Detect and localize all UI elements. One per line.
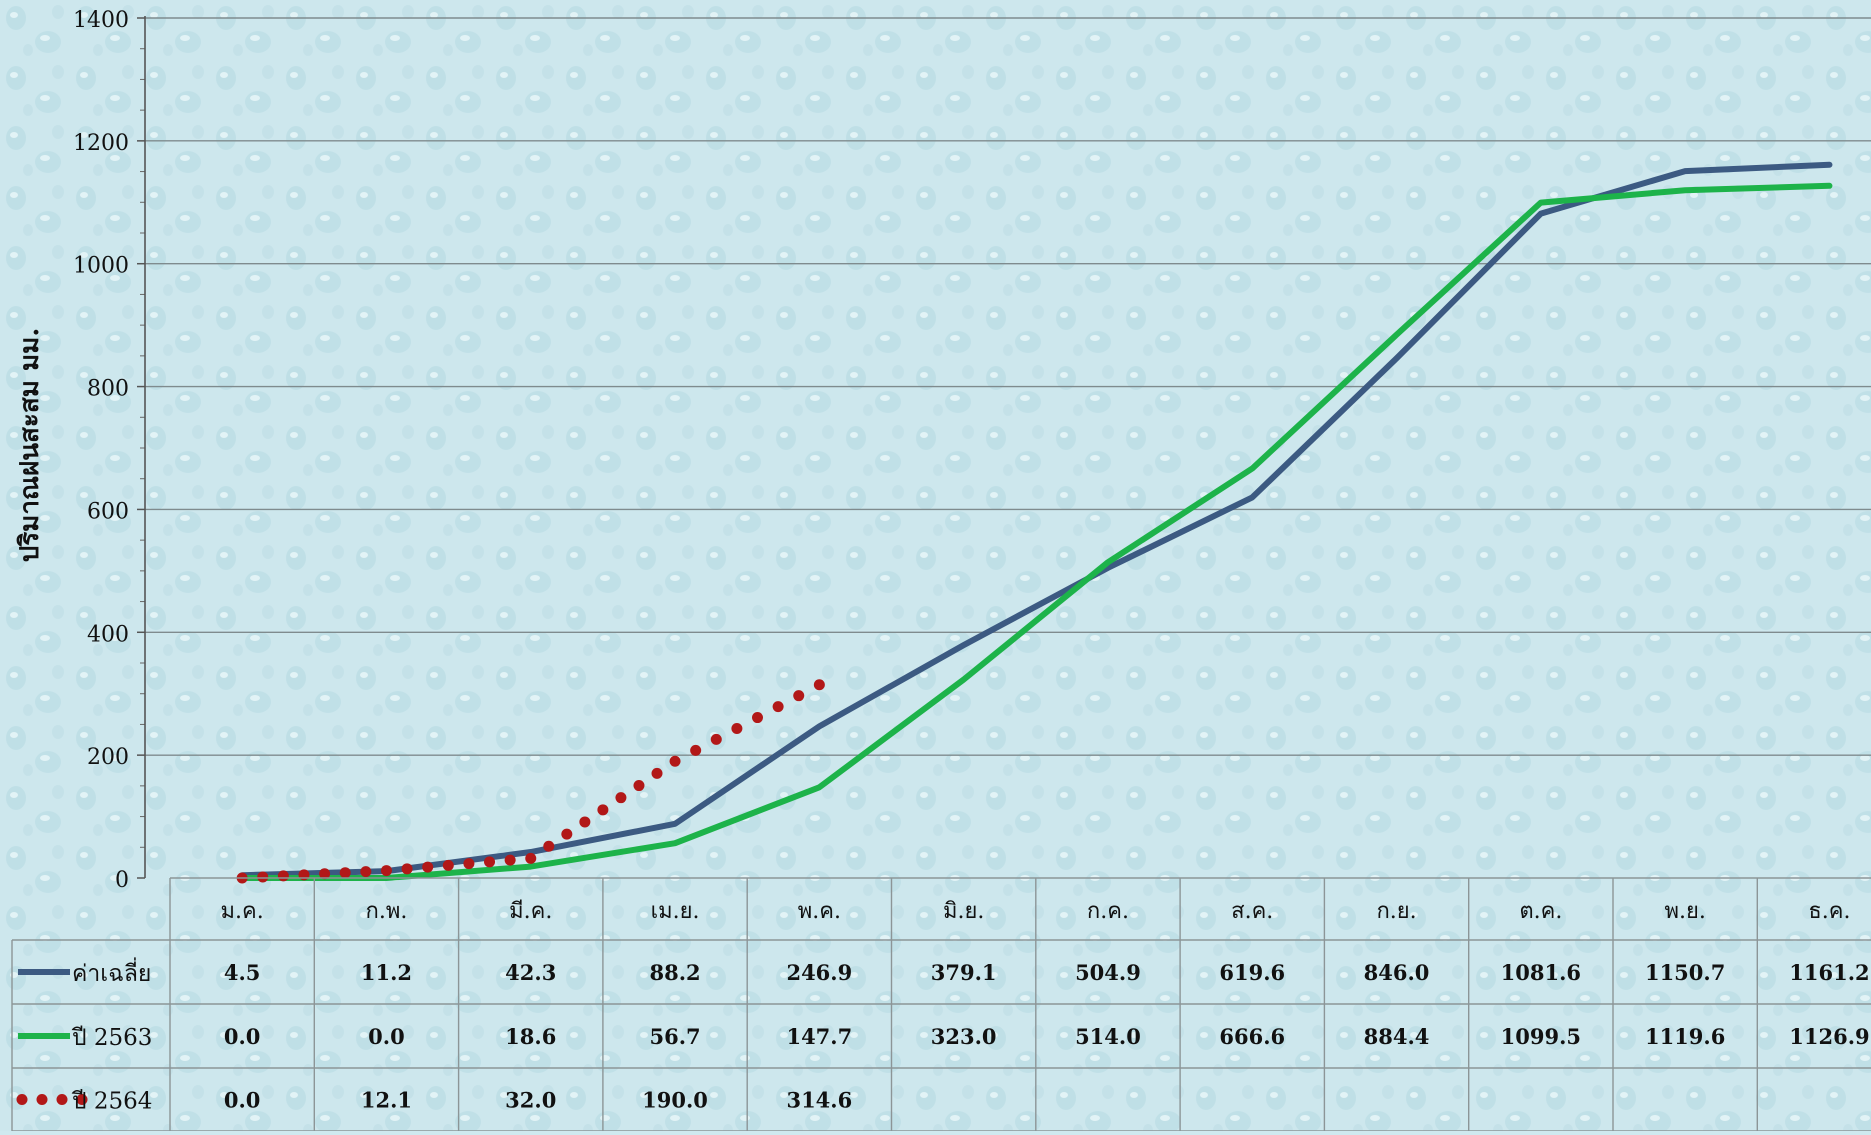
series-point (651, 767, 663, 779)
data-label: 514.0 (1075, 1024, 1141, 1049)
series-point (579, 816, 591, 828)
series-point (710, 733, 722, 745)
series-point (597, 804, 609, 816)
data-label: 147.7 (786, 1024, 852, 1049)
category-label: พ.ค. (798, 899, 841, 924)
category-label: ก.ค. (1087, 899, 1129, 924)
data-label: 619.6 (1219, 960, 1285, 985)
y-axis: 0 200 400 600 800 1000 1200 1400 (73, 8, 146, 893)
legend-key-dot (76, 1094, 88, 1105)
series-point (813, 679, 825, 691)
series-point (504, 854, 516, 866)
data-label: 4.5 (224, 960, 261, 985)
data-label: 32.0 (505, 1088, 556, 1113)
series-point (731, 722, 743, 734)
data-label: 666.6 (1219, 1024, 1285, 1049)
series-point (422, 861, 434, 873)
series-point (690, 744, 702, 756)
series-point (615, 792, 627, 804)
series-point (561, 828, 573, 840)
series-point (401, 863, 413, 875)
series-point (463, 858, 475, 870)
series-point (633, 780, 645, 792)
y-tick-label: 0 (115, 868, 129, 893)
category-label: ก.ย. (1376, 899, 1416, 924)
category-label: ธ.ค. (1808, 899, 1850, 924)
data-label: 1150.7 (1645, 960, 1725, 985)
data-label: 88.2 (649, 960, 700, 985)
data-label: 846.0 (1364, 960, 1430, 985)
series-point (257, 871, 269, 883)
data-label: 379.1 (931, 960, 997, 985)
data-label: 11.2 (361, 960, 412, 985)
category-label: ก.พ. (366, 899, 408, 924)
y-tick-label: 600 (87, 499, 129, 524)
legend-label: ปี 2563 (71, 1025, 152, 1051)
data-label: 18.6 (505, 1024, 556, 1049)
data-label: 12.1 (361, 1088, 412, 1113)
series-2-line (239, 182, 1833, 881)
data-label: 314.6 (786, 1088, 852, 1113)
category-label: ต.ค. (1519, 899, 1562, 924)
data-label: 884.4 (1364, 1024, 1430, 1049)
data-label: 1126.9 (1789, 1024, 1869, 1049)
y-axis-label: ปริมาณฝนสะสม มม. (15, 328, 45, 563)
series-lines (236, 161, 1833, 884)
y-tick-label: 1000 (73, 254, 129, 279)
series-point (543, 840, 555, 852)
series-point (319, 868, 331, 880)
series-point (525, 852, 537, 864)
y-tick-label: 800 (87, 377, 129, 402)
series-point (484, 856, 496, 868)
data-label: 504.9 (1075, 960, 1141, 985)
data-label: 1081.6 (1501, 960, 1581, 985)
category-label: มิ.ย. (943, 899, 984, 924)
series-1-line (239, 161, 1833, 879)
data-label: 56.7 (649, 1024, 700, 1049)
data-label: 42.3 (505, 960, 556, 985)
data-label: 0.0 (224, 1088, 261, 1113)
series-point (793, 690, 805, 702)
category-label: ส.ค. (1231, 899, 1273, 924)
data-label: 1119.6 (1645, 1024, 1725, 1049)
data-label: 0.0 (224, 1024, 261, 1049)
y-tick-label: 1200 (73, 131, 129, 156)
y-tick-label: 200 (87, 745, 129, 770)
series-3-dots (236, 679, 825, 884)
category-label: ม.ค. (221, 899, 264, 924)
series-point (380, 865, 392, 877)
data-label: 323.0 (931, 1024, 997, 1049)
legend-key-dot (36, 1094, 48, 1105)
series-point (669, 755, 681, 767)
legend-key-dot (56, 1094, 68, 1105)
data-label: 1099.5 (1501, 1024, 1581, 1049)
series-point (752, 712, 764, 724)
y-tick-label: 1400 (73, 8, 129, 33)
category-label: พ.ย. (1664, 899, 1705, 924)
data-label: 190.0 (642, 1088, 708, 1113)
legend-label: ค่าเฉลี่ย (72, 957, 151, 987)
category-label: เม.ย. (651, 899, 700, 924)
data-label: 246.9 (786, 960, 852, 985)
legend-key-dot (16, 1094, 28, 1105)
legend-label: ปี 2564 (71, 1089, 152, 1115)
series-point (339, 867, 351, 879)
series-point (360, 866, 372, 878)
series-point (442, 859, 454, 871)
series-point (277, 870, 289, 882)
y-tick-label: 400 (87, 622, 129, 647)
data-label: 0.0 (368, 1024, 405, 1049)
data-label: 1161.2 (1789, 960, 1869, 985)
series-point (772, 701, 784, 713)
category-label: มี.ค. (509, 899, 552, 924)
grid-lines (145, 17, 1871, 756)
